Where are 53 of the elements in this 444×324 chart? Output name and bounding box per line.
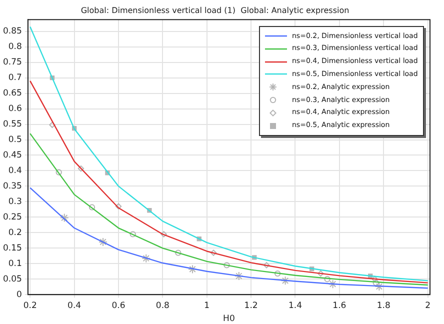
point <box>280 276 290 286</box>
x-tick-label: 0.4 <box>68 300 82 311</box>
point <box>328 280 338 289</box>
y-tick-label: 0.4 <box>8 166 22 176</box>
x-tick-label: 1.4 <box>288 300 302 311</box>
y-tick-label: 0.5 <box>8 134 22 145</box>
chart-title: Global: Dimensionless vertical load (1) Global: Analytic expression <box>80 6 350 15</box>
point <box>60 213 69 222</box>
y-tick-label: 0.6 <box>8 104 22 114</box>
y-tick-label: 0.35 <box>2 181 22 192</box>
x-tick-label: 1.2 <box>244 300 258 311</box>
point <box>49 122 56 128</box>
y-tick-label: 0.45 <box>2 150 22 160</box>
point <box>160 231 167 238</box>
y-tick-label: 0 <box>16 290 22 300</box>
point <box>88 204 96 210</box>
point <box>210 250 217 256</box>
y-tick-label: 0.75 <box>2 58 22 68</box>
x-tick-label: 1.8 <box>376 300 390 311</box>
point <box>374 282 384 292</box>
point <box>234 272 244 281</box>
y-tick-label: 0.15 <box>2 243 22 254</box>
y-tick-label: 0.85 <box>2 26 22 37</box>
x-tick-label: 1.6 <box>332 300 346 311</box>
point <box>130 231 136 238</box>
y-tick-label: 0.25 <box>2 212 22 222</box>
y-tick-label: 0.55 <box>2 119 22 130</box>
y-tick-label: 0.3 <box>8 196 22 207</box>
x-tick-label: 2 <box>425 300 430 311</box>
point <box>188 264 198 274</box>
point <box>224 262 230 268</box>
y-tick-label: 0.65 <box>2 88 22 99</box>
y-tick-label: 0.2 <box>8 228 22 238</box>
x-tick-label: 0.2 <box>23 300 37 311</box>
point <box>115 203 122 210</box>
point <box>56 169 62 176</box>
x-tick-label: 0.8 <box>156 300 170 311</box>
y-tick-label: 0.05 <box>2 274 22 284</box>
point <box>142 254 151 263</box>
x-axis-title: H0 <box>223 314 235 324</box>
x-tick-label: 1 <box>204 300 210 311</box>
point <box>274 270 281 277</box>
y-tick-label: 0.8 <box>8 42 22 52</box>
x-tick-label: 0.6 <box>112 300 126 311</box>
point <box>175 250 182 256</box>
point <box>263 262 270 268</box>
point <box>372 280 379 286</box>
point <box>318 270 324 277</box>
point <box>98 237 108 246</box>
y-tick-label: 0.1 <box>8 258 22 269</box>
y-tick-label: 0.7 <box>8 73 22 84</box>
point <box>324 276 330 282</box>
point <box>78 165 84 172</box>
